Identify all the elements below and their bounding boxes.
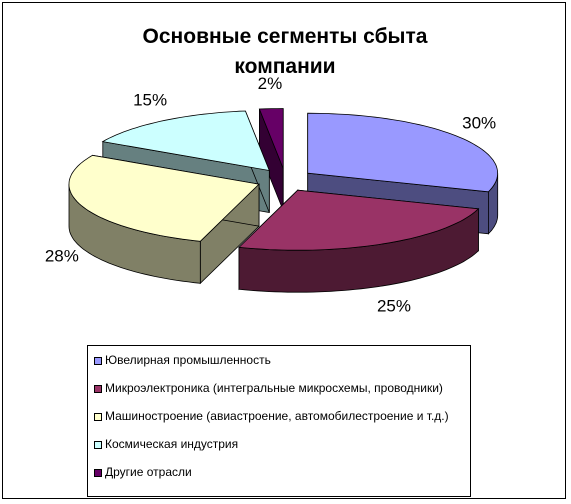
legend-item: Другие отрасли <box>94 466 466 494</box>
legend-label: Микроэлектроника (интегральные микросхем… <box>105 381 443 395</box>
slice-top <box>238 189 480 251</box>
data-label: 15% <box>133 91 167 110</box>
legend-swatch <box>94 413 102 421</box>
legend-label: Космическая индустрия <box>105 437 239 451</box>
legend-label: Ювелирная промышленность <box>105 353 271 367</box>
chart-frame <box>2 2 566 499</box>
legend-swatch <box>94 385 102 393</box>
legend-item: Космическая индустрия <box>94 438 466 466</box>
slice-top <box>307 112 499 193</box>
legend-swatch <box>94 357 102 365</box>
legend: Ювелирная промышленность Микроэлектроника… <box>87 345 471 497</box>
chart-title: Основные сегменты сбыта компании <box>142 25 428 78</box>
legend-label: Машиностроение (авиастроение, автомобиле… <box>105 409 449 423</box>
slice-top <box>101 110 270 172</box>
legend-label: Другие отрасли <box>105 465 192 479</box>
legend-item: Микроэлектроника (интегральные микросхем… <box>94 382 466 410</box>
slice <box>238 189 480 293</box>
legend-item: Машиностроение (авиастроение, автомобиле… <box>94 410 466 438</box>
slice-top <box>258 108 284 169</box>
slice-top <box>68 154 260 242</box>
data-label: 2% <box>258 74 283 93</box>
legend-swatch <box>94 441 102 449</box>
data-label: 30% <box>462 113 496 132</box>
slice <box>68 154 260 285</box>
legend-swatch <box>94 469 102 477</box>
legend-item: Ювелирная промышленность <box>94 354 466 382</box>
data-label: 28% <box>45 247 79 266</box>
data-label: 25% <box>377 297 411 316</box>
